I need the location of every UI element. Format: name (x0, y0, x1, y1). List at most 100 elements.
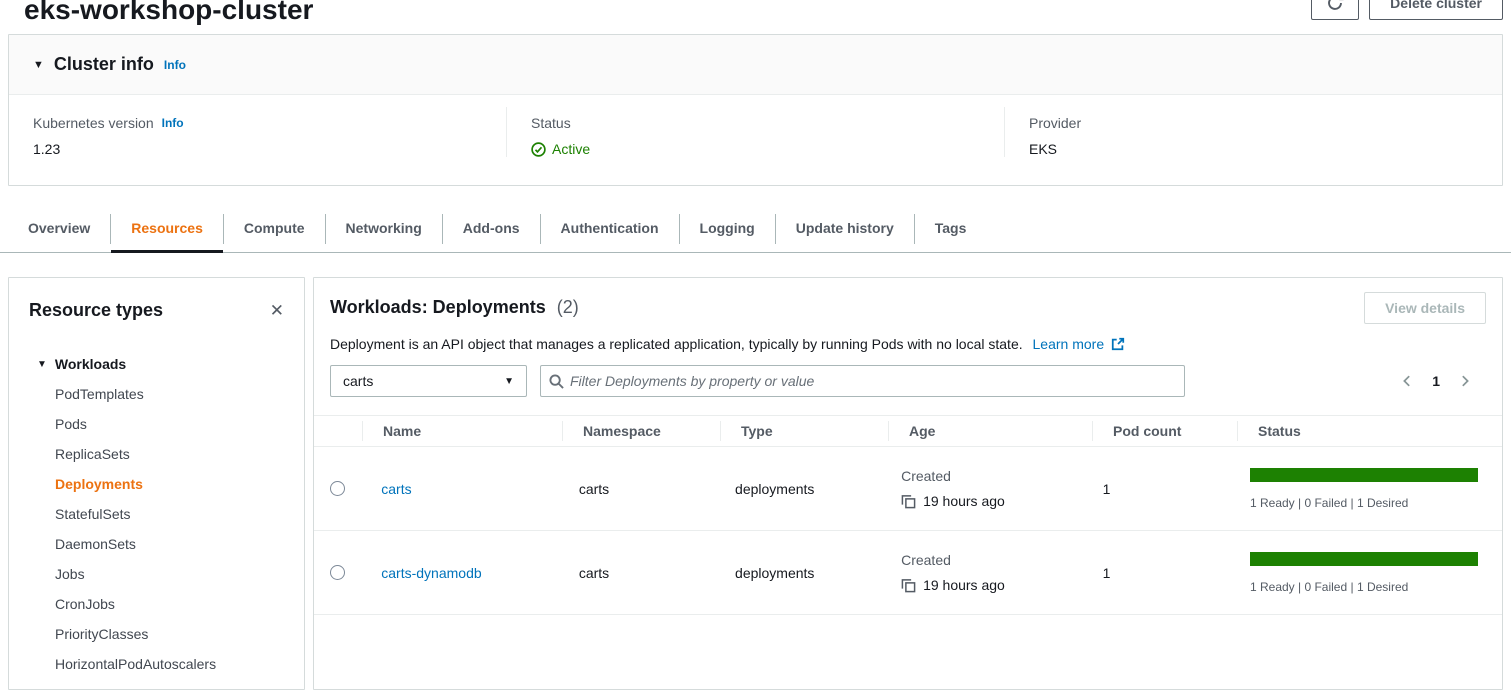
deployments-table: Name Namespace Type Age Pod count Status… (314, 415, 1502, 615)
refresh-button[interactable] (1311, 0, 1360, 20)
sidebar-item-pods[interactable]: Pods (55, 416, 87, 432)
namespace-dropdown[interactable]: carts ▼ (330, 365, 527, 397)
copy-icon[interactable] (901, 578, 916, 593)
tab-authentication[interactable]: Authentication (560, 219, 659, 236)
cluster-info-link[interactable]: Info (163, 57, 186, 72)
deployment-namespace: carts (578, 564, 610, 581)
status-field: Status Active (506, 107, 1004, 157)
row-select-radio[interactable] (330, 565, 346, 580)
provider-value: EKS (1029, 141, 1058, 157)
learn-more-link[interactable]: Learn more (1033, 336, 1125, 352)
kubernetes-version-value: 1.23 (33, 141, 61, 157)
cluster-info-header[interactable]: ▼ Cluster info Info (9, 35, 1502, 95)
delete-cluster-button[interactable]: Delete cluster (1369, 0, 1503, 20)
table-header-row: Name Namespace Type Age Pod count Status (314, 415, 1502, 447)
provider-field: Provider EKS (1004, 107, 1502, 157)
deployments-description: Deployment is an API object that manages… (330, 336, 1023, 352)
collapse-triangle-icon[interactable]: ▼ (33, 58, 44, 71)
kubernetes-version-label: Kubernetes version (33, 115, 154, 131)
status-bar (1249, 551, 1478, 566)
copy-icon[interactable] (901, 494, 916, 509)
next-page-icon[interactable] (1458, 374, 1472, 388)
search-icon (549, 373, 564, 389)
deployments-title: Workloads: Deployments (330, 297, 546, 317)
column-header-name[interactable]: Name (362, 421, 562, 441)
tab-separator (678, 213, 680, 244)
tab-separator (539, 213, 541, 244)
deployment-age: Created 19 hours ago (901, 468, 1005, 509)
table-row: carts carts deployments Created 19 hours… (314, 447, 1502, 531)
previous-page-icon[interactable] (1400, 374, 1414, 388)
external-link-icon (1111, 337, 1125, 351)
cluster-info-fields: Kubernetes version Info 1.23 Status Acti… (9, 95, 1502, 185)
kubernetes-version-field: Kubernetes version Info 1.23 (9, 107, 506, 157)
provider-label: Provider (1029, 115, 1082, 131)
column-header-status[interactable]: Status (1237, 421, 1502, 441)
close-icon[interactable]: ✕ (269, 300, 284, 320)
column-header-age[interactable]: Age (888, 421, 1092, 441)
deployment-name-link[interactable]: carts (381, 480, 412, 497)
deployment-namespace: carts (578, 480, 610, 497)
tab-compute[interactable]: Compute (243, 219, 305, 236)
cluster-info-title: Cluster info (53, 54, 154, 74)
header-actions: Delete cluster (1311, 0, 1503, 20)
column-header-namespace[interactable]: Namespace (562, 421, 720, 441)
tab-separator (441, 213, 443, 244)
deployment-age: Created 19 hours ago (901, 552, 1005, 593)
column-header-type[interactable]: Type (720, 421, 888, 441)
deployment-name-link[interactable]: carts-dynamodb (381, 564, 482, 581)
sidebar-group-label: Workloads (54, 356, 127, 372)
status-bar (1249, 467, 1478, 482)
resource-types-list: ▼ Workloads PodTemplates Pods ReplicaSet… (29, 349, 284, 679)
check-circle-icon (531, 141, 546, 157)
pagination: 1 (1400, 373, 1486, 389)
namespace-dropdown-value: carts (343, 373, 374, 389)
tab-networking[interactable]: Networking (345, 219, 422, 236)
sidebar-item-priorityclasses[interactable]: PriorityClasses (55, 626, 149, 642)
page-header: eks-workshop-cluster Delete cluster (0, 0, 1511, 32)
row-select-radio[interactable] (330, 481, 346, 496)
sidebar-item-cronjobs[interactable]: CronJobs (55, 596, 115, 612)
tab-logging[interactable]: Logging (699, 219, 755, 236)
filter-search-input[interactable] (570, 373, 1176, 389)
sidebar-item-horizontalpodautoscalers[interactable]: HorizontalPodAutoscalers (55, 656, 217, 672)
tab-separator (324, 213, 326, 244)
table-row: carts-dynamodb carts deployments Created… (314, 531, 1502, 615)
tab-separator (222, 213, 224, 244)
deployment-status: 1 Ready | 0 Failed | 1 Desired (1226, 551, 1502, 594)
tab-update-history[interactable]: Update history (795, 219, 894, 236)
deployment-status: 1 Ready | 0 Failed | 1 Desired (1226, 467, 1502, 510)
sidebar-item-daemonsets[interactable]: DaemonSets (55, 536, 136, 552)
deployments-count: (2) (556, 297, 579, 317)
chevron-down-icon: ▼ (504, 375, 514, 387)
status-label: Status (531, 115, 571, 131)
tab-overview[interactable]: Overview (28, 219, 91, 236)
cluster-tabbar: Overview Resources Compute Networking Ad… (0, 205, 1511, 253)
resource-types-sidebar: Resource types ✕ ▼ Workloads PodTemplate… (8, 277, 305, 690)
deployment-pod-count: 1 (1102, 564, 1111, 581)
sidebar-item-statefulsets[interactable]: StatefulSets (55, 506, 131, 522)
sidebar-item-podtemplates[interactable]: PodTemplates (55, 386, 144, 402)
resource-types-title: Resource types (29, 300, 164, 320)
tab-addons[interactable]: Add-ons (462, 219, 520, 236)
sidebar-group-workloads[interactable]: ▼ Workloads (29, 349, 284, 379)
search-box (540, 365, 1185, 397)
deployment-pod-count: 1 (1102, 480, 1111, 497)
page-title: eks-workshop-cluster (24, 0, 314, 25)
column-header-pod-count[interactable]: Pod count (1092, 421, 1237, 441)
content-area: Resource types ✕ ▼ Workloads PodTemplate… (8, 277, 1503, 690)
deployment-type: deployments (735, 480, 815, 497)
tab-resources[interactable]: Resources (111, 205, 223, 253)
status-text: 1 Ready | 0 Failed | 1 Desired (1249, 495, 1409, 510)
current-page-number[interactable]: 1 (1432, 373, 1440, 389)
sidebar-item-replicasets[interactable]: ReplicaSets (55, 446, 130, 462)
refresh-icon (1326, 0, 1344, 12)
view-details-button[interactable]: View details (1364, 292, 1486, 324)
kubernetes-version-info-link[interactable]: Info (161, 116, 184, 130)
tab-separator (110, 213, 112, 244)
status-text: 1 Ready | 0 Failed | 1 Desired (1249, 579, 1409, 594)
sidebar-item-deployments[interactable]: Deployments (55, 476, 143, 492)
collapse-triangle-icon: ▼ (37, 358, 47, 370)
tab-tags[interactable]: Tags (934, 219, 967, 236)
sidebar-item-jobs[interactable]: Jobs (55, 566, 85, 582)
